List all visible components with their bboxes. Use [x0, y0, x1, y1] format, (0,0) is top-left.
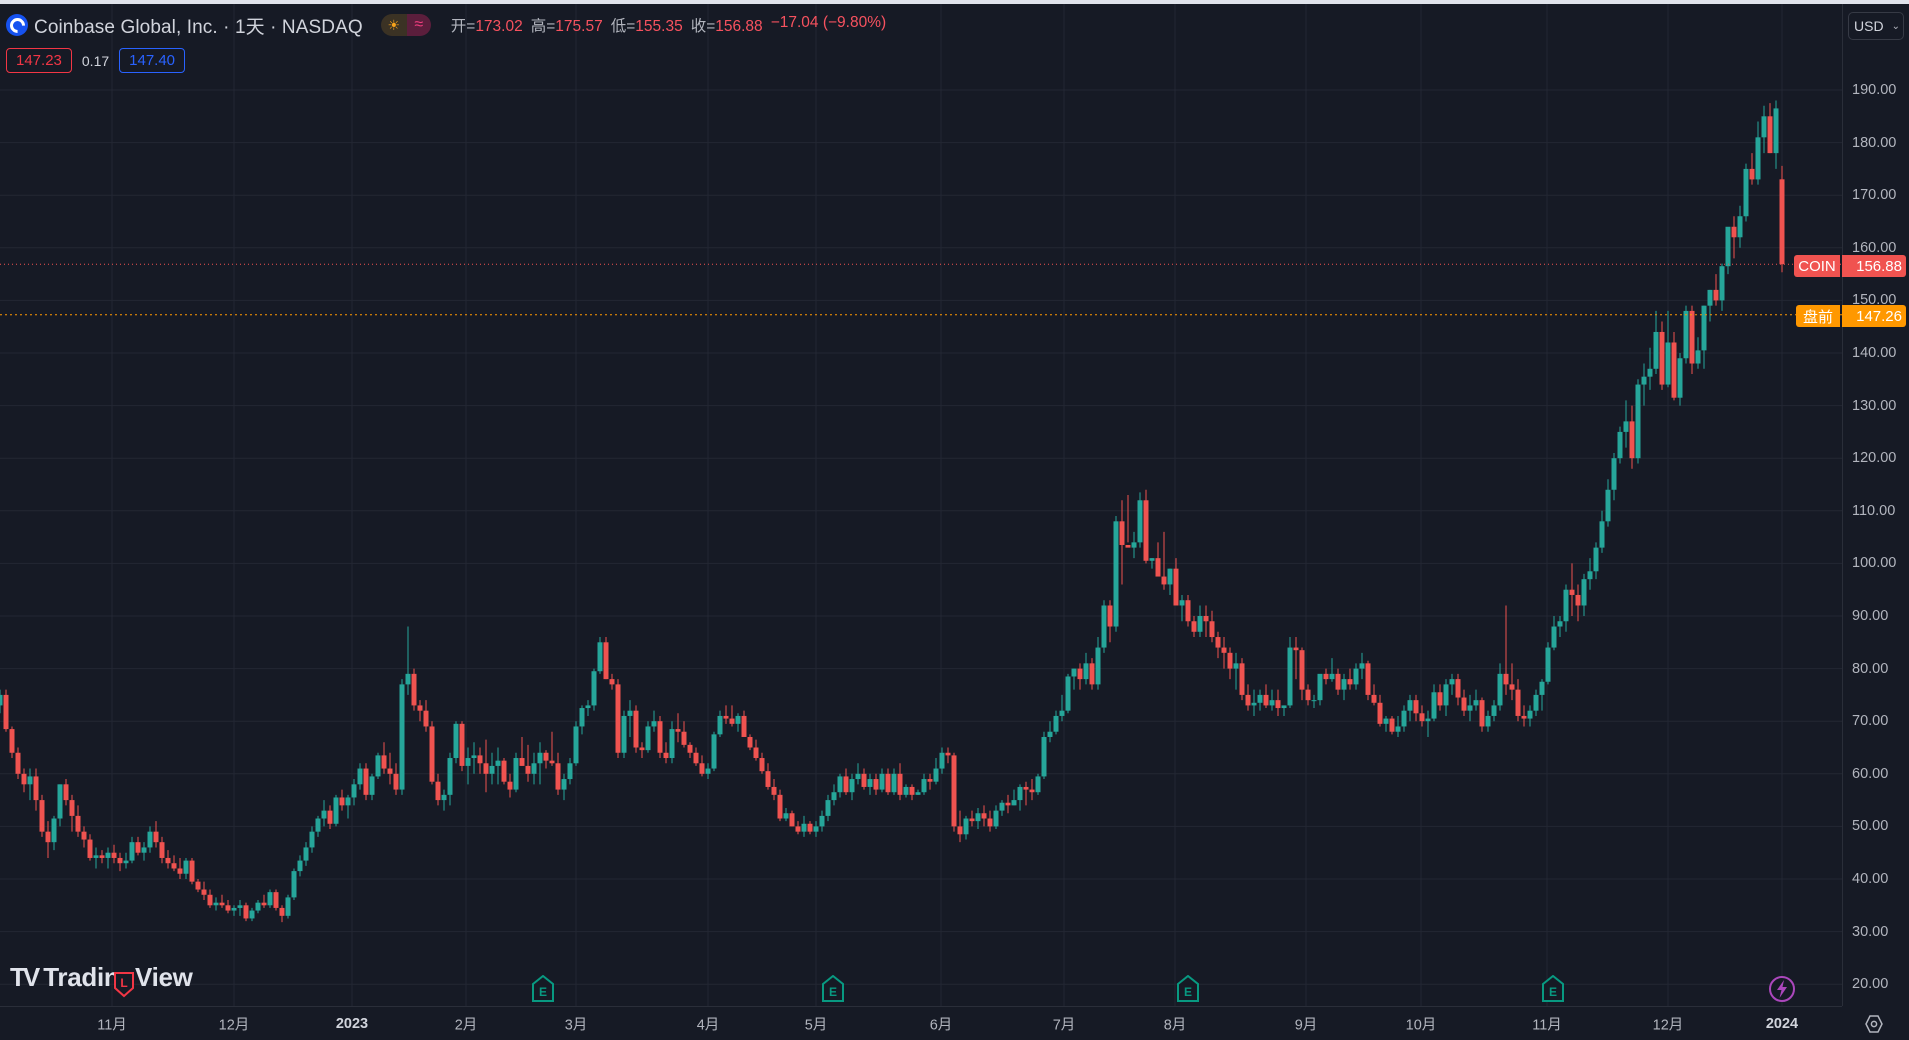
time-tick-label: 11月: [1532, 1017, 1562, 1034]
time-tick-label: 5月: [804, 1017, 828, 1034]
lightning-event-icon[interactable]: [1768, 975, 1796, 1008]
settings-hexagon-icon: [1865, 1015, 1883, 1033]
price-tick-label: 150.00: [1852, 292, 1897, 309]
time-tick-label: 12月: [1652, 1017, 1684, 1034]
candles: [0, 100, 1785, 923]
bid-ask-quotes: 147.23 0.17 147.40: [6, 48, 186, 73]
spread-value: 0.17: [81, 52, 110, 69]
sell-bid-button[interactable]: 147.23: [6, 48, 72, 73]
price-tick-label: 50.00: [1852, 818, 1889, 835]
svg-text:E: E: [539, 985, 547, 999]
price-tick-label: 120.00: [1852, 450, 1897, 467]
time-axis[interactable]: [0, 1006, 1842, 1040]
open-value: 173.02: [475, 18, 523, 35]
price-tick-label: 140.00: [1852, 345, 1897, 361]
wave-data-icon[interactable]: ≈: [406, 14, 431, 36]
time-tick-label: 12月: [218, 1017, 250, 1034]
price-tick-label: 40.00: [1852, 871, 1889, 887]
last-price-symbol-tag: COIN: [1794, 255, 1840, 277]
premarket-label-tag: 盘前: [1796, 305, 1840, 327]
price-tick-label: 30.00: [1852, 923, 1889, 940]
time-tick-label: 6月: [929, 1017, 953, 1034]
low-value: 155.35: [635, 18, 683, 35]
svg-text:E: E: [1184, 985, 1192, 999]
price-tick-label: 160.00: [1852, 239, 1897, 256]
time-tick-label: 3月: [564, 1017, 588, 1034]
time-tick-label: 2024: [1765, 1016, 1799, 1032]
last-price-tag: 156.88: [1842, 255, 1906, 277]
currency-label: USD: [1854, 18, 1884, 34]
price-tick-label: 180.00: [1852, 134, 1897, 151]
time-tick-label: 8月: [1163, 1017, 1187, 1034]
low-label: 低=: [610, 18, 636, 35]
price-tick-label: 100.00: [1852, 555, 1897, 572]
currency-button[interactable]: USD ⌄: [1848, 12, 1904, 40]
price-tick-label: 130.00: [1852, 397, 1897, 414]
earnings-marker-icon[interactable]: E: [1541, 974, 1565, 1008]
time-tick-label: 4月: [696, 1017, 720, 1034]
tradingview-logo-icon: TV: [10, 962, 40, 992]
sun-premarket-icon[interactable]: ☀: [380, 14, 407, 36]
time-tick-label: 11月: [97, 1017, 127, 1034]
chart-settings-button[interactable]: [1862, 1012, 1886, 1036]
high-value: 175.57: [555, 18, 603, 35]
chart-grid: [0, 4, 1842, 1006]
svg-text:E: E: [829, 985, 837, 999]
time-tick-label: 9月: [1294, 1017, 1318, 1034]
price-tick-label: 70.00: [1852, 713, 1889, 730]
chevron-down-icon: ⌄: [1891, 20, 1900, 32]
symbol-legend: Coinbase Global, Inc. · 1天 · NASDAQ ☀ ≈ …: [6, 12, 886, 38]
close-value: 156.88: [715, 18, 763, 35]
earnings-marker-icon[interactable]: E: [821, 974, 845, 1008]
earnings-marker-icon[interactable]: E: [1176, 974, 1200, 1008]
price-tick-label: 80.00: [1852, 660, 1889, 677]
price-tick-label: 20.00: [1852, 976, 1889, 993]
time-tick-label: 10月: [1405, 1017, 1437, 1034]
symbol-title[interactable]: Coinbase Global, Inc. · 1天 · NASDAQ: [34, 16, 363, 38]
svg-text:E: E: [1549, 985, 1557, 999]
price-tick-label: 170.00: [1852, 187, 1897, 204]
tradingview-watermark[interactable]: TV TradingView: [10, 962, 193, 993]
window-top-border: [0, 0, 1909, 4]
price-axis[interactable]: [1842, 4, 1909, 1006]
dividend-marker-icon[interactable]: L: [113, 970, 135, 1003]
ohlc-values: 开=173.02 高=175.57 低=155.35 收=156.88 −17.…: [451, 14, 886, 36]
price-lines: [0, 263, 1842, 316]
time-tick-label: 2023: [335, 1016, 369, 1032]
open-label: 开=: [450, 18, 476, 35]
time-tick-label: 7月: [1052, 1017, 1076, 1034]
price-tick-label: 90.00: [1852, 608, 1889, 624]
candlestick-chart[interactable]: [0, 4, 1842, 1006]
high-label: 高=: [530, 18, 556, 35]
price-tick-label: 60.00: [1852, 765, 1889, 782]
price-tick-label: 190.00: [1852, 82, 1897, 98]
market-status-badges[interactable]: ☀ ≈: [380, 14, 431, 36]
change-value: −17.04 (−9.80%): [770, 14, 887, 31]
premarket-price-tag: 147.26: [1842, 305, 1906, 327]
coinbase-logo-icon: [6, 14, 28, 36]
time-tick-label: 2月: [454, 1017, 478, 1034]
price-tick-label: 110.00: [1852, 502, 1896, 519]
buy-ask-button[interactable]: 147.40: [119, 48, 186, 73]
earnings-marker-icon[interactable]: E: [531, 974, 555, 1008]
close-label: 收=: [690, 18, 716, 35]
svg-text:L: L: [120, 976, 127, 990]
